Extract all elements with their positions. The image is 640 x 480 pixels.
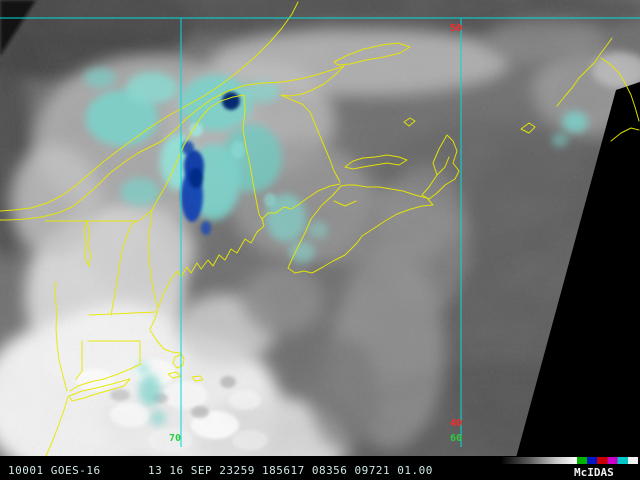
border-ny-ct — [75, 340, 83, 380]
coast-st-lawrence-north-upstream — [0, 135, 139, 212]
satellite-name: GOES-16 — [50, 464, 101, 477]
coast-southern-new-england — [69, 363, 142, 392]
coast-st-lawrence-north — [137, 1, 299, 137]
border-ma-north — [88, 311, 157, 316]
bay-minas-basin — [333, 200, 357, 207]
coast-gaspe-chaleur — [280, 65, 345, 183]
lake-bras-dor — [436, 156, 450, 176]
coast-newfoundland-bay — [610, 127, 640, 142]
frame-id: 10001 — [8, 464, 44, 477]
border-vt-nh — [110, 220, 138, 316]
mcidas-brand: McIDAS — [574, 466, 614, 479]
border-nh-me — [147, 209, 158, 307]
grid-label-lat-40: 40 — [450, 418, 462, 429]
lake-champlain — [83, 221, 92, 267]
grid-label-lat-50: 50 — [450, 23, 462, 34]
coast-newfoundland-west — [556, 37, 613, 107]
border-me-qc-west — [138, 209, 153, 222]
enhancement-colorbar — [502, 457, 638, 464]
island-anticosti — [333, 42, 411, 66]
river-hudson — [54, 281, 68, 392]
coast-newfoundland-south — [600, 57, 640, 122]
island-st-pierre — [520, 122, 536, 134]
island-cape-breton — [421, 134, 460, 200]
image-info-text: 13 16 SEP 23259 185617 08356 09721 01.00 — [148, 464, 433, 477]
coast-nova-scotia — [287, 184, 434, 274]
grid-label-lon-70: 70 — [169, 433, 181, 444]
coast-st-lawrence-south — [0, 65, 345, 221]
island-pei — [344, 154, 408, 170]
status-bar: 10001 GOES-16 13 16 SEP 23259 185617 083… — [0, 456, 640, 480]
island-long-island — [68, 378, 131, 402]
coast-cape-cod — [149, 329, 185, 369]
coast-new-england-maine — [149, 183, 341, 330]
border-maine-nb — [242, 94, 264, 222]
latlon-grid: 50 40 70 60 — [0, 17, 640, 447]
border-maine-northwest — [151, 94, 245, 211]
island-magdalen — [403, 117, 416, 127]
grid-label-lon-60: 60 — [450, 433, 462, 444]
island-nantucket — [191, 375, 204, 382]
frame-id-text: 10001 GOES-16 — [8, 464, 101, 477]
